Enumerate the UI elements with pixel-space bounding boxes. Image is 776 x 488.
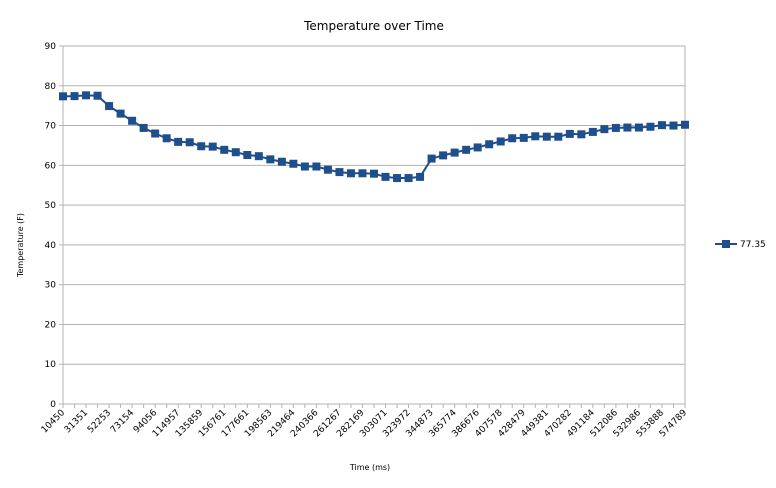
data-point (93, 91, 102, 100)
y-tick-label: 90 (45, 42, 57, 52)
x-tick-label: 52253 (86, 408, 113, 435)
data-point (151, 129, 160, 138)
y-tick-label: 60 (45, 161, 57, 171)
data-point (588, 127, 597, 136)
data-point (450, 148, 459, 157)
data-point (485, 140, 494, 149)
data-point (393, 174, 402, 183)
data-point (197, 142, 206, 151)
legend-marker (722, 240, 730, 248)
data-point (416, 172, 425, 181)
data-point (128, 116, 137, 125)
data-point (611, 123, 620, 132)
x-tick-label: 73154 (109, 408, 137, 436)
data-point (185, 138, 194, 147)
data-point (508, 134, 517, 143)
data-point (254, 152, 263, 161)
data-point (473, 143, 482, 152)
data-point (174, 137, 183, 146)
y-tick-label: 50 (45, 201, 57, 211)
data-point (531, 132, 540, 141)
data-point (208, 142, 217, 151)
data-point (162, 134, 171, 143)
data-point (646, 122, 655, 131)
y-tick-label: 30 (45, 281, 57, 291)
data-point (231, 148, 240, 157)
data-point (439, 151, 448, 160)
data-point (634, 123, 643, 132)
y-tick-label: 70 (45, 122, 57, 132)
data-point (600, 125, 609, 134)
data-point (323, 165, 332, 174)
grid-lines (63, 85, 685, 365)
data-point (277, 157, 286, 166)
data-point (82, 91, 91, 100)
data-point (220, 145, 229, 154)
data-point (381, 172, 390, 181)
data-point (496, 137, 505, 146)
y-tick-label: 10 (45, 360, 57, 370)
y-tick-label: 20 (45, 320, 57, 330)
legend: 77.35 (715, 240, 766, 250)
data-point (542, 132, 551, 141)
data-point (519, 133, 528, 142)
x-tick-label: 31351 (63, 408, 90, 435)
data-point (554, 132, 563, 141)
data-point (565, 129, 574, 138)
data-point (370, 169, 378, 178)
data-point (657, 121, 666, 130)
legend-label: 77.35 (740, 240, 766, 250)
data-point (462, 145, 471, 154)
data-point (70, 92, 79, 101)
data-point (266, 155, 275, 164)
data-point (623, 123, 632, 132)
plot-area (62, 45, 686, 405)
data-point (358, 169, 367, 178)
y-tick-label: 80 (45, 82, 57, 92)
data-point (404, 174, 413, 183)
data-point (335, 168, 344, 177)
data-point (346, 169, 355, 178)
y-axis-label: Temperature (F) (16, 213, 25, 278)
data-point (312, 162, 321, 171)
data-point (59, 92, 67, 101)
series-temperature (59, 91, 689, 183)
data-point (243, 150, 252, 159)
data-point (427, 154, 436, 163)
data-point (116, 109, 125, 118)
data-point (669, 121, 678, 130)
x-tick-label: 10450 (40, 408, 68, 436)
data-point (105, 102, 114, 111)
chart-title: Temperature over Time (303, 19, 444, 33)
data-point (289, 159, 298, 168)
data-point (139, 123, 148, 132)
x-axis-label: Time (ms) (349, 463, 390, 472)
x-axis: 1045031351522537315494056114957135859156… (40, 404, 689, 439)
y-tick-label: 0 (50, 400, 56, 410)
data-point (577, 130, 586, 139)
y-tick-label: 40 (45, 241, 57, 251)
data-point (300, 162, 309, 171)
data-point (681, 120, 689, 129)
y-axis: 0 10 20 30 40 50 60 70 80 90 (45, 42, 63, 410)
